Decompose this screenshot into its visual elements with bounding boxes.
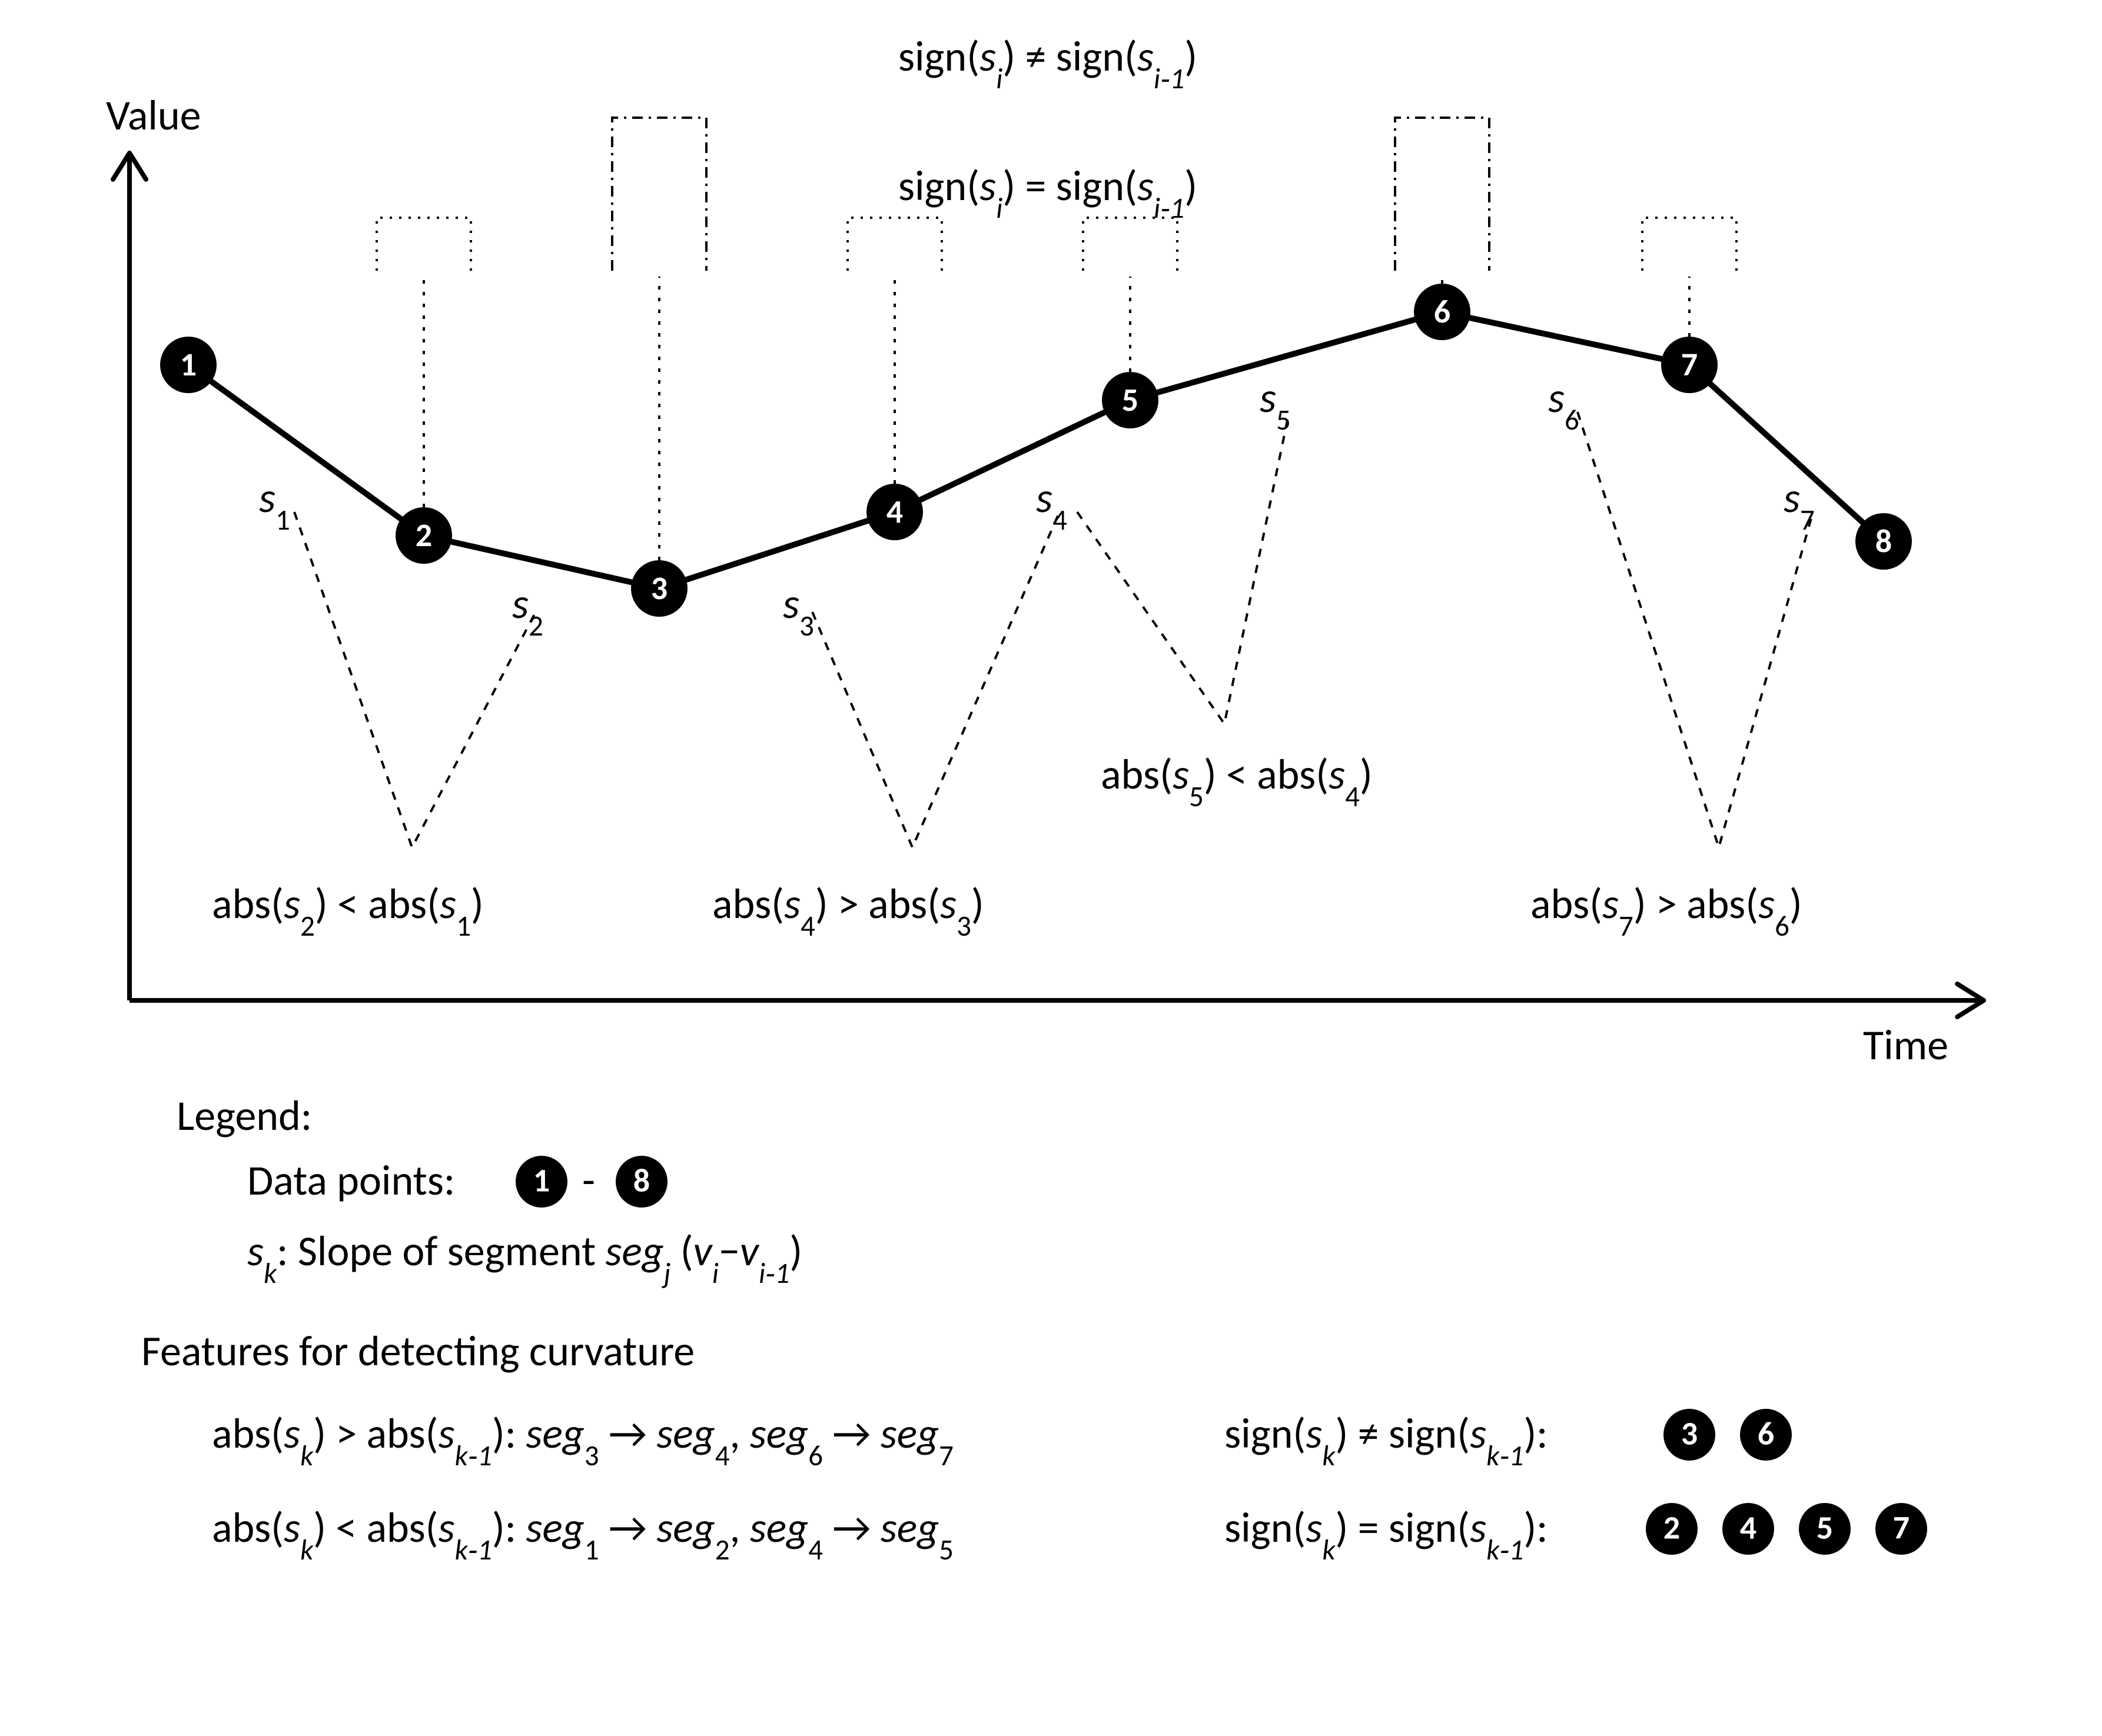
feature-sign-eq: sign(sk) = sign(sk‑1):: [1224, 1502, 1548, 1568]
eq-bracket: [377, 218, 471, 271]
data-point-number: 2: [1663, 1508, 1680, 1548]
v-connector: [812, 512, 1060, 847]
eq-bracket: [1642, 218, 1736, 271]
data-point-number: 7: [1681, 345, 1698, 385]
y-axis-label: Value: [106, 89, 201, 141]
abs-annotation: abs(s2) < abs(s1): [212, 878, 484, 944]
x-axis-label: Time: [1863, 1019, 1948, 1071]
abs-annotation: abs(s4) > abs(s3): [712, 878, 984, 944]
abs-annotation: abs(s7) > abs(s6): [1530, 878, 1802, 944]
slope-label: s2: [512, 578, 543, 644]
abs-annotation: abs(s5) < abs(s4): [1101, 749, 1373, 814]
legend-range-sep: -: [582, 1155, 595, 1206]
diagram-root: Value Time sign(si) ≠ sign(si‑1) sign(si) =…: [0, 0, 2102, 1736]
neq-bracket: [612, 118, 706, 271]
data-point-number: 3: [1681, 1414, 1698, 1454]
data-point-number: 7: [1893, 1508, 1910, 1548]
neq-bracket: [1395, 118, 1489, 271]
slope-label: s1: [259, 472, 290, 538]
diagram-svg: Value Time sign(si) ≠ sign(si‑1) sign(si) =…: [0, 0, 2102, 1736]
data-point-number: 6: [1434, 292, 1450, 332]
data-point-number: 6: [1758, 1414, 1774, 1454]
sign-eq-label: sign(si) = sign(si‑1): [898, 160, 1197, 226]
data-point-number: 5: [1122, 380, 1138, 420]
features-title: Features for detecting curvature: [141, 1325, 695, 1377]
legend-title: Legend:: [177, 1090, 312, 1142]
slope-label: s6: [1548, 372, 1579, 438]
legend-datapoints-label: Data points:: [247, 1155, 455, 1206]
data-point-number: 4: [886, 492, 903, 532]
v-connector: [1578, 412, 1813, 847]
data-point-number: 3: [651, 568, 668, 608]
data-point-number: 5: [1817, 1508, 1833, 1548]
feature-abs-lt: abs(sk) < abs(sk‑1): seg1 → seg2, seg4 →…: [212, 1502, 954, 1568]
slope-label: s3: [783, 578, 814, 644]
data-point-number: 1: [533, 1161, 550, 1201]
sign-neq-label: sign(si) ≠ sign(si‑1): [898, 31, 1197, 97]
data-point-number: 8: [1875, 521, 1892, 561]
data-point-number: 1: [180, 345, 197, 385]
v-connector: [1077, 412, 1289, 724]
eq-bracket: [848, 218, 942, 271]
slope-label: s5: [1260, 372, 1291, 438]
feature-abs-gt: abs(sk) > abs(sk‑1): seg3 → seg4, seg6 →…: [212, 1408, 954, 1474]
data-point-number: 4: [1740, 1508, 1756, 1548]
data-point-number: 2: [416, 516, 432, 556]
legend-slope-desc: sk: Slope of segment segj (vi−vi‑1): [247, 1225, 802, 1291]
slope-label: s4: [1036, 472, 1067, 538]
data-point-number: 8: [633, 1161, 650, 1201]
slope-label: s7: [1784, 472, 1815, 538]
feature-sign-neq: sign(sk) ≠ sign(sk‑1):: [1224, 1408, 1548, 1474]
